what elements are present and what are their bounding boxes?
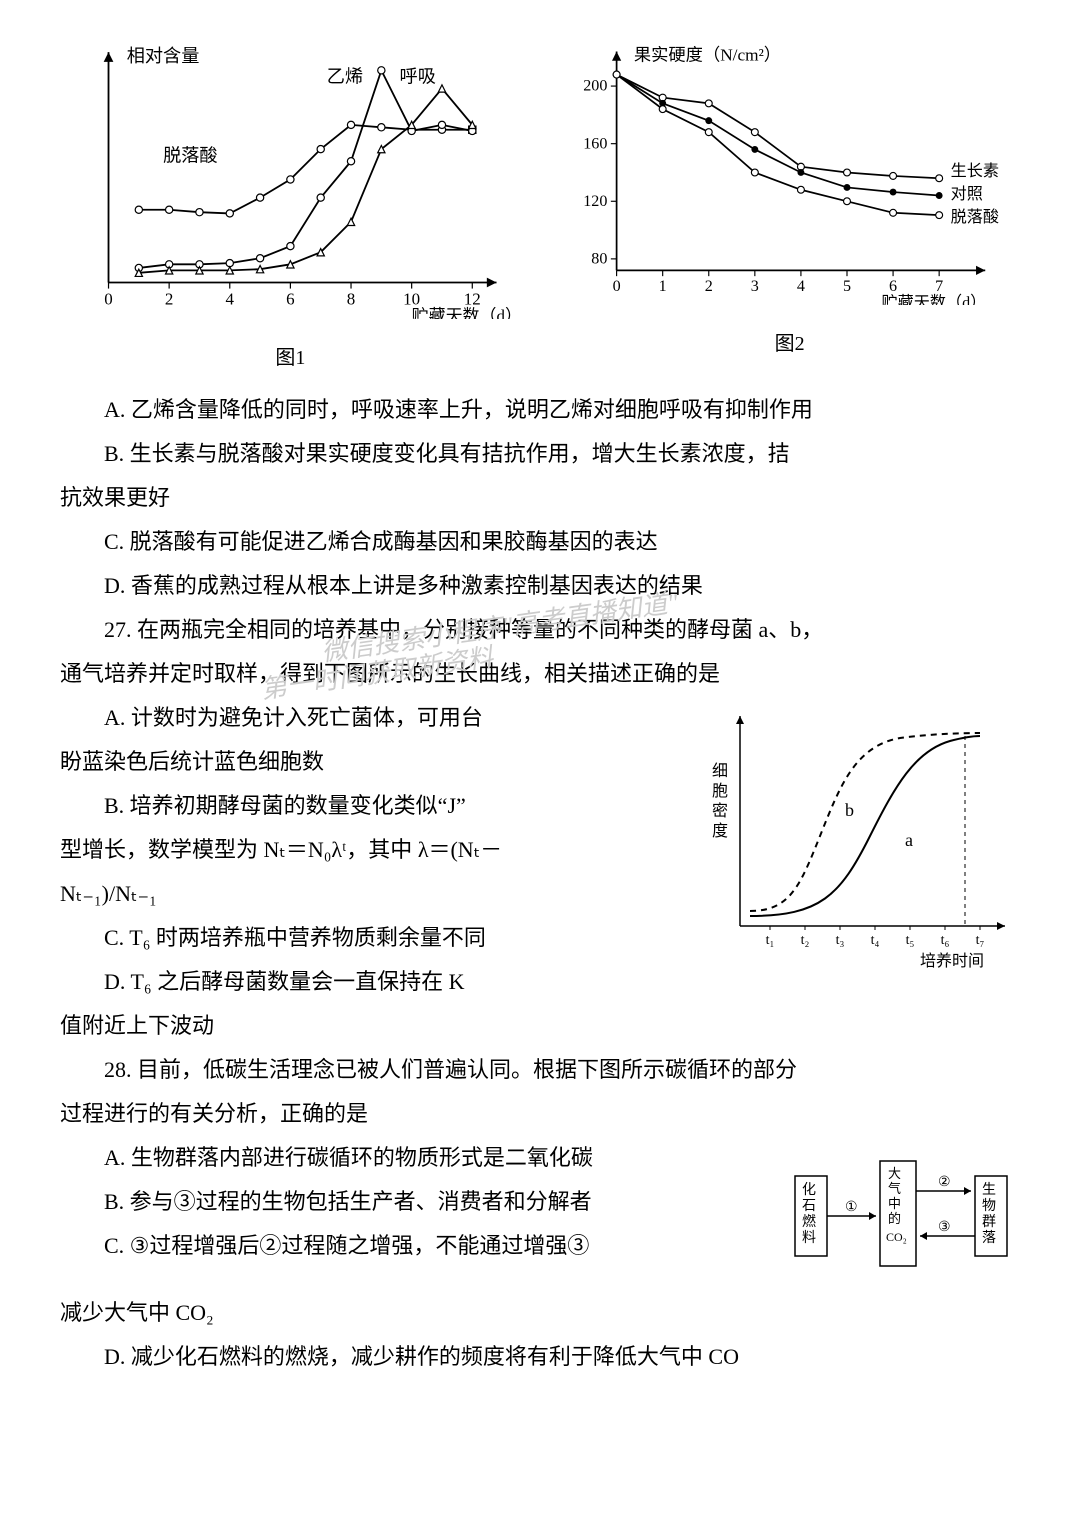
q27-d2: 值附近上下波动 — [60, 1004, 1020, 1048]
q28-stem2: 过程进行的有关分析，正确的是 — [60, 1092, 1020, 1136]
svg-text:中: 中 — [888, 1196, 901, 1211]
q28-stem1: 28. 目前，低碳生活理念已被人们普遍认同。根据下图所示碳循环的部分 — [60, 1048, 1020, 1092]
svg-text:6: 6 — [286, 289, 294, 308]
svg-text:t₆: t₆ — [941, 933, 950, 948]
svg-text:气: 气 — [888, 1181, 901, 1196]
svg-text:4: 4 — [226, 289, 235, 308]
svg-text:t₇: t₇ — [976, 933, 985, 948]
svg-text:的: 的 — [888, 1211, 901, 1226]
svg-text:4: 4 — [797, 278, 805, 295]
svg-text:落: 落 — [982, 1230, 996, 1246]
q28-b: B. 参与③过程的生物包括生产者、消费者和分解者 — [60, 1180, 780, 1224]
svg-text:2: 2 — [165, 289, 173, 308]
svg-text:160: 160 — [583, 135, 607, 152]
svg-text:2: 2 — [705, 278, 713, 295]
q27-b3: Nₜ₋₁)/Nₜ₋₁ — [60, 872, 690, 916]
q27-stem1: 27. 在两瓶完全相同的培养基中，分别接种等量的不同种类的酵母菌 a、b， — [60, 608, 1020, 652]
chart2-xlabel: 贮藏天数（d） — [882, 293, 987, 305]
svg-text:b: b — [845, 800, 854, 820]
svg-text:8: 8 — [347, 289, 355, 308]
q27-d: D. T₆ 之后酵母菌数量会一直保持在 K — [60, 960, 690, 1004]
chart1-box: 0 2 4 6 8 10 12 贮藏天数（d） 相对含量 — [60, 40, 521, 378]
svg-text:②: ② — [938, 1175, 951, 1190]
chart1-ylabel: 相对含量 — [127, 46, 200, 66]
chart1-label-ethylene: 乙烯 — [327, 66, 363, 86]
q28-c2: 减少大气中 CO₂ — [60, 1291, 1020, 1335]
svg-text:120: 120 — [583, 193, 607, 210]
svg-text:0: 0 — [613, 278, 621, 295]
svg-text:细: 细 — [712, 762, 728, 780]
chart1-label-aba: 脱落酸 — [163, 145, 218, 165]
chart1-svg: 0 2 4 6 8 10 12 贮藏天数（d） 相对含量 — [60, 40, 521, 319]
q28-figure: 化 石 燃 料 大 气 中 的 CO₂ 生 物 群 落 ① ② — [790, 1146, 1020, 1291]
q26-a: A. 乙烯含量降低的同时，呼吸速率上升，说明乙烯对细胞呼吸有抑制作用 — [60, 388, 1020, 432]
svg-text:80: 80 — [591, 250, 607, 267]
svg-text:大: 大 — [888, 1166, 901, 1181]
q26-b2: 抗效果更好 — [60, 476, 1020, 520]
svg-text:t₂: t₂ — [801, 933, 810, 948]
svg-text:密: 密 — [712, 802, 728, 820]
q28-d: D. 减少化石燃料的燃烧，减少耕作的频度将有利于降低大气中 CO — [60, 1335, 1020, 1379]
q26-c: C. 脱落酸有可能促进乙烯合成酶基因和果胶酶基因的表达 — [60, 520, 1020, 564]
q27-figure: b a 细 胞 密 度 t₁ t₂ t₃ t₄ t₅ t₆ t₇ 培养时间 — [700, 696, 1020, 991]
q27-a1: A. 计数时为避免计入死亡菌体，可用台 — [60, 696, 690, 740]
q27-b2: 型增长，数学模型为 Nₜ＝N₀λᵗ，其中 λ＝(Nₜ－ — [60, 828, 690, 872]
q27-a2: 盼蓝染色后统计蓝色细胞数 — [60, 740, 690, 784]
q26-b1: B. 生长素与脱落酸对果实硬度变化具有拮抗作用，增大生长素浓度，拮 — [60, 432, 1020, 476]
chart1-xlabel: 贮藏天数（d） — [412, 306, 521, 319]
svg-text:1: 1 — [659, 278, 667, 295]
chart2-label-control: 对照 — [951, 185, 983, 203]
chart2-box: 80 120 160 200 0 1 2 3 4 5 6 7 果实硬度（N/cm²） 贮藏天数… — [559, 40, 1020, 364]
svg-text:①: ① — [845, 1200, 858, 1215]
svg-text:③: ③ — [938, 1220, 951, 1235]
svg-text:胞: 胞 — [712, 782, 728, 800]
svg-text:5: 5 — [843, 278, 851, 295]
svg-text:料: 料 — [802, 1230, 816, 1246]
svg-text:a: a — [905, 830, 913, 850]
q26-d: D. 香蕉的成熟过程从根本上讲是多种激素控制基因表达的结果 — [60, 564, 1020, 608]
q27-b1: B. 培养初期酵母菌的数量变化类似“J” — [60, 784, 690, 828]
svg-text:培养时间: 培养时间 — [920, 952, 984, 970]
chart2-caption: 图2 — [559, 324, 1020, 364]
svg-text:t₁: t₁ — [766, 933, 775, 948]
svg-text:0: 0 — [104, 289, 112, 308]
svg-text:t₄: t₄ — [871, 933, 880, 948]
chart1-caption: 图1 — [60, 338, 521, 378]
q28-a: A. 生物群落内部进行碳循环的物质形式是二氧化碳 — [60, 1136, 780, 1180]
svg-text:生: 生 — [982, 1182, 996, 1198]
chart2-label-aba: 脱落酸 — [951, 208, 999, 226]
q28-c: C. ③过程增强后②过程随之增强，不能通过增强③ — [60, 1224, 780, 1268]
q27-stem2: 通气培养并定时取样，得到下图所示的生长曲线，相关描述正确的是 — [60, 652, 1020, 696]
chart2-label-auxin: 生长素 — [951, 162, 999, 180]
svg-text:CO₂: CO₂ — [886, 1230, 907, 1244]
svg-text:石: 石 — [802, 1199, 816, 1214]
svg-text:200: 200 — [583, 78, 607, 95]
q27-c: C. T₆ 时两培养瓶中营养物质剩余量不同 — [60, 916, 690, 960]
svg-text:燃: 燃 — [802, 1213, 816, 1230]
charts-row: 0 2 4 6 8 10 12 贮藏天数（d） 相对含量 — [60, 40, 1020, 378]
chart2-svg: 80 120 160 200 0 1 2 3 4 5 6 7 果实硬度（N/cm²） 贮藏天数… — [559, 40, 1020, 305]
svg-text:化: 化 — [802, 1182, 816, 1198]
svg-text:t₅: t₅ — [906, 933, 915, 948]
svg-text:度: 度 — [712, 822, 728, 840]
svg-text:3: 3 — [751, 278, 759, 295]
svg-text:群: 群 — [982, 1214, 996, 1230]
svg-text:t₃: t₃ — [836, 933, 845, 948]
svg-text:7: 7 — [935, 278, 943, 295]
svg-text:6: 6 — [889, 278, 897, 295]
chart1-label-resp: 呼吸 — [400, 66, 436, 86]
chart2-ylabel: 果实硬度（N/cm²） — [634, 46, 781, 65]
svg-text:物: 物 — [982, 1198, 996, 1214]
